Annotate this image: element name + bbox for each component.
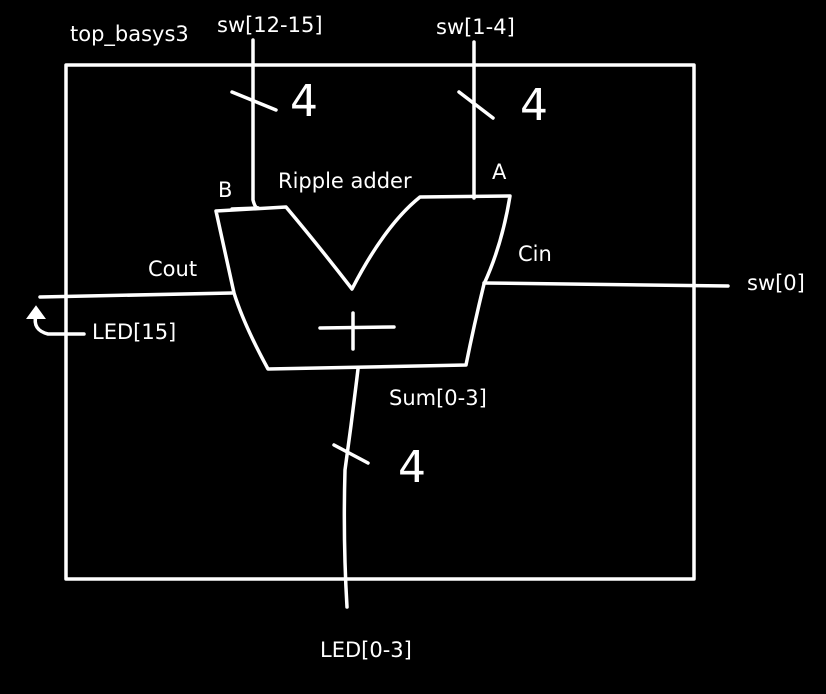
port-b-input-label: sw[12-15]: [217, 13, 323, 37]
bus-width-a: 4: [520, 80, 548, 131]
sum-label: Sum[0-3]: [389, 386, 487, 410]
bus-b-slash: [230, 90, 278, 112]
input-a-label: A: [492, 160, 507, 184]
adder-shape: [214, 194, 512, 371]
bus-width-b: 4: [290, 76, 318, 127]
bus-width-sum: 4: [398, 442, 426, 493]
wire-carry-out: [38, 291, 234, 299]
module-name-label: top_basys3: [70, 22, 189, 46]
port-carry-out-label: LED[15]: [92, 320, 177, 344]
wire-b-stub: [230, 206, 260, 211]
port-a-input-label: sw[1-4]: [436, 15, 515, 39]
led15-arrow-head: [26, 305, 46, 319]
module-boundary: [64, 63, 696, 581]
input-b-label: B: [218, 178, 233, 202]
carry-out-label: Cout: [148, 257, 198, 281]
port-sum-output-label: LED[0-3]: [320, 638, 412, 662]
carry-in-label: Cin: [518, 242, 552, 266]
block-name-label: Ripple adder: [278, 169, 412, 193]
wire-sum-bus: [342, 367, 360, 609]
port-carry-in-label: sw[0]: [747, 271, 805, 295]
bus-a-slash: [457, 90, 495, 120]
plus-symbol-horizontal: [318, 325, 396, 330]
bus-sum-slash: [332, 443, 370, 465]
wire-carry-in: [482, 281, 730, 288]
